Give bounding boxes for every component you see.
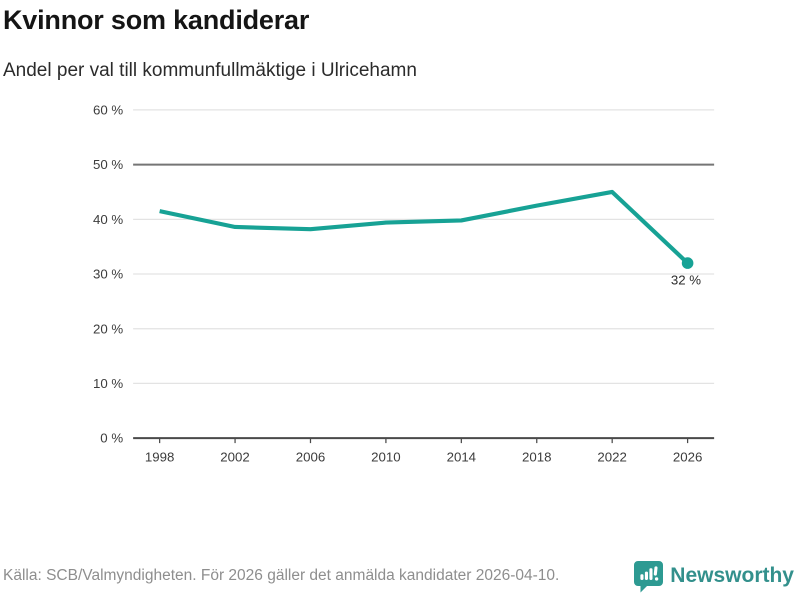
y-axis-labels: 0 % 10 % 20 % 30 % 40 % 50 % 60 % [93, 102, 123, 445]
line-chart: 0 % 10 % 20 % 30 % 40 % 50 % 60 % 1998 2002 2006 2… [93, 102, 715, 464]
x-tick-label: 1998 [145, 449, 174, 464]
y-tick-label: 10 % [93, 376, 123, 391]
x-axis-labels: 1998 2002 2006 2010 2014 2018 2022 2026 [145, 449, 702, 464]
brand-name: Newsworthy [670, 564, 794, 587]
x-tick-label: 2014 [447, 449, 476, 464]
x-axis [159, 438, 689, 444]
y-tick-label: 0 % [100, 431, 123, 446]
x-tick-label: 2010 [371, 449, 400, 464]
x-tick-label: 2006 [296, 449, 325, 464]
gridlines [133, 109, 715, 440]
data-series: 32 % [159, 189, 701, 288]
newsworthy-brand: Newsworthy [634, 560, 794, 593]
source-note: Källa: SCB/Valmyndigheten. För 2026 gäll… [3, 567, 560, 584]
y-tick-label: 40 % [93, 212, 123, 227]
end-value-label: 32 % [671, 273, 701, 288]
y-tick-label: 20 % [93, 321, 123, 336]
x-tick-label: 2018 [522, 449, 551, 464]
footer: Källa: SCB/Valmyndigheten. För 2026 gäll… [0, 558, 800, 600]
y-tick-label: 60 % [93, 102, 123, 117]
newsworthy-logo-icon [634, 560, 664, 592]
x-tick-label: 2026 [673, 449, 702, 464]
chart-subtitle: Andel per val till kommunfullmäktige i U… [3, 60, 417, 81]
page-title: Kvinnor som kandiderar [3, 5, 310, 35]
y-tick-label: 30 % [93, 267, 123, 282]
x-tick-label: 2002 [220, 449, 249, 464]
end-point-marker [681, 257, 694, 269]
y-tick-label: 50 % [93, 157, 123, 172]
x-tick-label: 2022 [597, 449, 626, 464]
data-line [159, 189, 690, 265]
